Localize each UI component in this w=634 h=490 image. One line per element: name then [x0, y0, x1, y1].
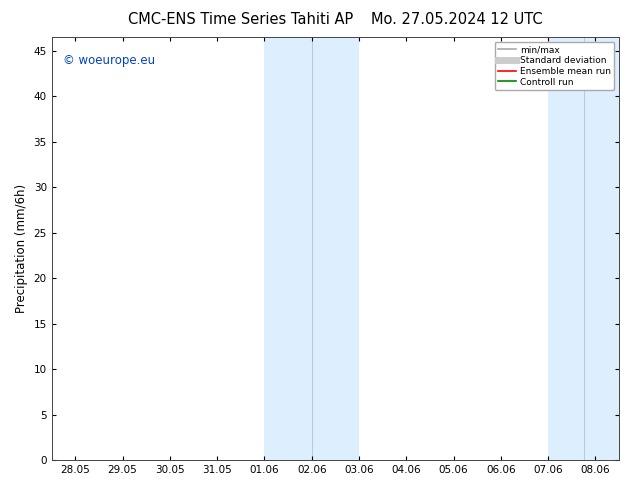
Text: CMC-ENS Time Series Tahiti AP: CMC-ENS Time Series Tahiti AP [128, 12, 354, 27]
Legend: min/max, Standard deviation, Ensemble mean run, Controll run: min/max, Standard deviation, Ensemble me… [495, 42, 614, 90]
Y-axis label: Precipitation (mm/6h): Precipitation (mm/6h) [15, 184, 28, 313]
Text: Mo. 27.05.2024 12 UTC: Mo. 27.05.2024 12 UTC [371, 12, 542, 27]
Bar [264, 37, 359, 460]
Bar [548, 37, 619, 460]
Text: © woeurope.eu: © woeurope.eu [63, 54, 155, 67]
